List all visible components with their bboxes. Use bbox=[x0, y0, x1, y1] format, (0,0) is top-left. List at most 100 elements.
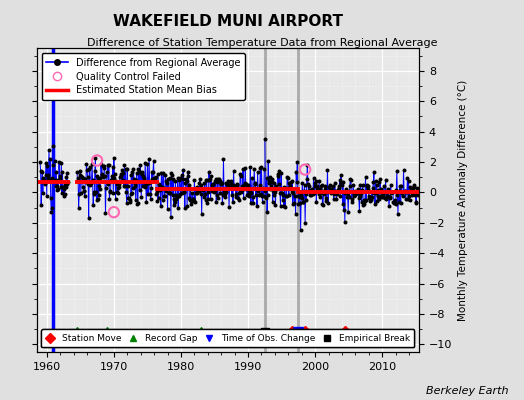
Point bbox=[232, 191, 240, 197]
Point bbox=[369, 179, 377, 186]
Point bbox=[135, 187, 144, 193]
Point bbox=[340, 189, 348, 195]
Point bbox=[403, 189, 411, 196]
Point bbox=[122, 166, 130, 172]
Point bbox=[79, 175, 87, 181]
Point bbox=[252, 185, 260, 192]
Point bbox=[157, 202, 165, 209]
Point bbox=[213, 178, 222, 185]
Point bbox=[377, 194, 386, 200]
Point bbox=[403, 174, 412, 181]
Point bbox=[333, 190, 341, 197]
Point bbox=[379, 194, 388, 200]
Point bbox=[42, 160, 50, 167]
Point bbox=[238, 183, 247, 190]
Point bbox=[205, 177, 214, 183]
Point bbox=[370, 169, 378, 175]
Point bbox=[97, 171, 106, 178]
Point bbox=[148, 176, 157, 182]
Point bbox=[271, 202, 280, 208]
Point bbox=[58, 190, 66, 196]
Point bbox=[105, 196, 114, 202]
Point bbox=[258, 199, 267, 206]
Point bbox=[282, 185, 290, 192]
Point bbox=[253, 202, 261, 209]
Point bbox=[296, 200, 304, 206]
Point bbox=[179, 175, 187, 182]
Point bbox=[105, 162, 113, 168]
Point bbox=[127, 172, 135, 179]
Point bbox=[237, 189, 246, 196]
Y-axis label: Monthly Temperature Anomaly Difference (°C): Monthly Temperature Anomaly Difference (… bbox=[458, 79, 468, 321]
Point bbox=[392, 187, 400, 194]
Point bbox=[323, 167, 332, 174]
Point bbox=[152, 191, 160, 198]
Point bbox=[380, 195, 389, 202]
Point bbox=[130, 176, 138, 182]
Point bbox=[210, 178, 219, 184]
Point bbox=[371, 201, 379, 207]
Point bbox=[256, 182, 264, 188]
Point bbox=[236, 170, 244, 177]
Point bbox=[260, 166, 268, 172]
Point bbox=[319, 202, 327, 208]
Point bbox=[185, 195, 193, 202]
Point bbox=[323, 189, 331, 195]
Point bbox=[318, 200, 326, 207]
Point bbox=[285, 192, 293, 198]
Point bbox=[254, 188, 263, 194]
Point bbox=[179, 167, 188, 173]
Point bbox=[175, 177, 183, 184]
Point bbox=[261, 188, 270, 194]
Point bbox=[267, 183, 275, 190]
Point bbox=[233, 181, 241, 187]
Point bbox=[324, 188, 333, 194]
Point bbox=[406, 197, 414, 203]
Point bbox=[363, 182, 371, 188]
Point bbox=[406, 184, 414, 190]
Point bbox=[335, 177, 344, 183]
Point bbox=[315, 193, 324, 200]
Point bbox=[304, 181, 312, 187]
Point bbox=[364, 186, 373, 192]
Point bbox=[93, 196, 102, 203]
Point bbox=[104, 181, 113, 188]
Point bbox=[260, 136, 269, 142]
Point bbox=[228, 183, 237, 190]
Point bbox=[374, 192, 382, 199]
Point bbox=[143, 180, 151, 186]
Point bbox=[388, 188, 397, 195]
Point bbox=[330, 196, 338, 202]
Point bbox=[166, 190, 174, 196]
Point bbox=[316, 186, 324, 192]
Point bbox=[166, 175, 174, 181]
Point bbox=[203, 200, 212, 206]
Point bbox=[106, 188, 115, 194]
Point bbox=[265, 178, 274, 184]
Point bbox=[327, 186, 335, 193]
Point bbox=[163, 206, 172, 212]
Point bbox=[297, 227, 305, 234]
Point bbox=[107, 177, 115, 184]
Point bbox=[90, 191, 99, 198]
Point bbox=[91, 168, 99, 174]
Point bbox=[293, 159, 301, 166]
Point bbox=[341, 190, 350, 196]
Point bbox=[298, 195, 306, 201]
Point bbox=[413, 185, 421, 191]
Point bbox=[43, 175, 52, 182]
Point bbox=[328, 188, 336, 194]
Point bbox=[391, 196, 399, 203]
Point bbox=[270, 192, 278, 198]
Point bbox=[57, 160, 66, 166]
Point bbox=[293, 192, 302, 199]
Point bbox=[234, 196, 243, 203]
Point bbox=[209, 181, 217, 187]
Point bbox=[407, 188, 415, 194]
Point bbox=[281, 193, 290, 199]
Point bbox=[77, 173, 85, 179]
Point bbox=[312, 178, 320, 184]
Point bbox=[114, 190, 123, 196]
Point bbox=[205, 168, 213, 175]
Point bbox=[373, 182, 381, 189]
